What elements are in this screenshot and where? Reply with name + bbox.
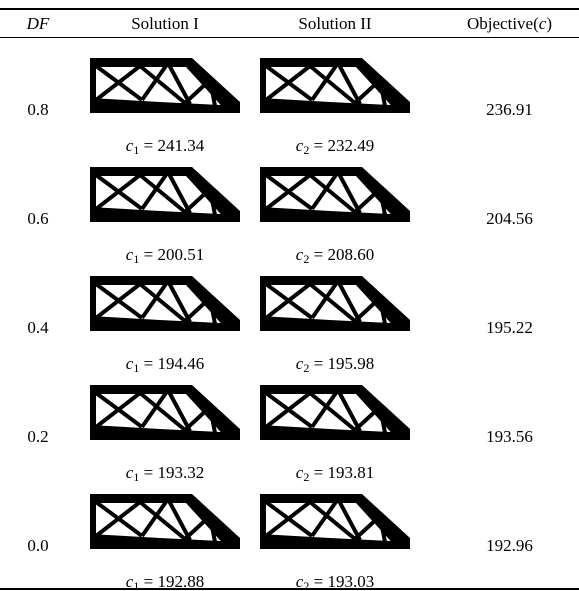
df-value: 0.6 xyxy=(0,209,76,229)
objective-value: 204.56 xyxy=(440,209,579,229)
topology-image xyxy=(260,276,410,331)
df-value: 0.4 xyxy=(0,318,76,338)
caption: c1 = 241.34 xyxy=(90,136,240,160)
topology-shape xyxy=(90,167,240,222)
caption-index: 2 xyxy=(303,361,309,375)
caption-index: 2 xyxy=(303,252,309,266)
caption: c2 = 208.60 xyxy=(260,245,410,269)
objective-value: 236.91 xyxy=(440,100,579,120)
df-value: 0.0 xyxy=(0,536,76,556)
caption: c2 = 195.98 xyxy=(260,354,410,378)
caption-index: 1 xyxy=(133,143,139,157)
topology-shape xyxy=(260,494,410,549)
caption-relation: = xyxy=(314,572,324,591)
objective-value: 195.22 xyxy=(440,318,579,338)
caption-value: 241.34 xyxy=(157,136,204,155)
caption-value: 208.60 xyxy=(327,245,374,264)
header-df: DF xyxy=(0,14,76,34)
top-rule xyxy=(0,8,579,10)
topology-image xyxy=(260,385,410,440)
caption: c1 = 200.51 xyxy=(90,245,240,269)
topology-shape xyxy=(90,494,240,549)
header-solution-2: Solution II xyxy=(260,14,410,34)
topology-shape xyxy=(90,276,240,331)
topology-image xyxy=(90,494,240,549)
header-objective: Objective(c) xyxy=(440,14,579,34)
topology-image xyxy=(90,276,240,331)
topology-image xyxy=(260,494,410,549)
caption-index: 2 xyxy=(303,579,309,591)
topology-shape xyxy=(90,385,240,440)
caption-value: 194.46 xyxy=(157,354,204,373)
caption: c2 = 193.81 xyxy=(260,463,410,487)
caption: c2 = 193.03 xyxy=(260,572,410,591)
caption-value: 193.81 xyxy=(327,463,374,482)
objective-value: 192.96 xyxy=(440,536,579,556)
topology-shape xyxy=(260,58,410,113)
caption-relation: = xyxy=(144,572,154,591)
caption-index: 2 xyxy=(303,143,309,157)
caption-index: 1 xyxy=(133,361,139,375)
topology-shape xyxy=(260,167,410,222)
topology-image xyxy=(260,167,410,222)
caption-index: 2 xyxy=(303,470,309,484)
header-rule xyxy=(0,37,579,38)
df-value: 0.8 xyxy=(0,100,76,120)
caption-relation: = xyxy=(314,136,324,155)
caption: c1 = 192.88 xyxy=(90,572,240,591)
caption-value: 193.32 xyxy=(157,463,204,482)
objective-value: 193.56 xyxy=(440,427,579,447)
caption-relation: = xyxy=(314,245,324,264)
caption-relation: = xyxy=(144,136,154,155)
caption: c1 = 194.46 xyxy=(90,354,240,378)
caption-relation: = xyxy=(144,463,154,482)
topology-shape xyxy=(260,385,410,440)
objective-text: Objective( xyxy=(467,14,539,33)
table-page: DF Solution I Solution II Objective(c) 0… xyxy=(0,0,579,591)
topology-shape xyxy=(90,58,240,113)
topology-image xyxy=(90,58,240,113)
caption-value: 200.51 xyxy=(157,245,204,264)
caption-relation: = xyxy=(144,354,154,373)
topology-shape xyxy=(260,276,410,331)
caption-index: 1 xyxy=(133,470,139,484)
caption-relation: = xyxy=(314,354,324,373)
topology-image xyxy=(260,58,410,113)
caption-index: 1 xyxy=(133,252,139,266)
caption-value: 195.98 xyxy=(327,354,374,373)
header-solution-1: Solution I xyxy=(90,14,240,34)
topology-image xyxy=(90,385,240,440)
caption-value: 193.03 xyxy=(327,572,374,591)
caption: c2 = 232.49 xyxy=(260,136,410,160)
caption-index: 1 xyxy=(133,579,139,591)
df-value: 0.2 xyxy=(0,427,76,447)
caption-relation: = xyxy=(144,245,154,264)
objective-close: ) xyxy=(546,14,552,33)
caption-value: 192.88 xyxy=(157,572,204,591)
caption-value: 232.49 xyxy=(327,136,374,155)
caption-relation: = xyxy=(314,463,324,482)
topology-image xyxy=(90,167,240,222)
caption: c1 = 193.32 xyxy=(90,463,240,487)
